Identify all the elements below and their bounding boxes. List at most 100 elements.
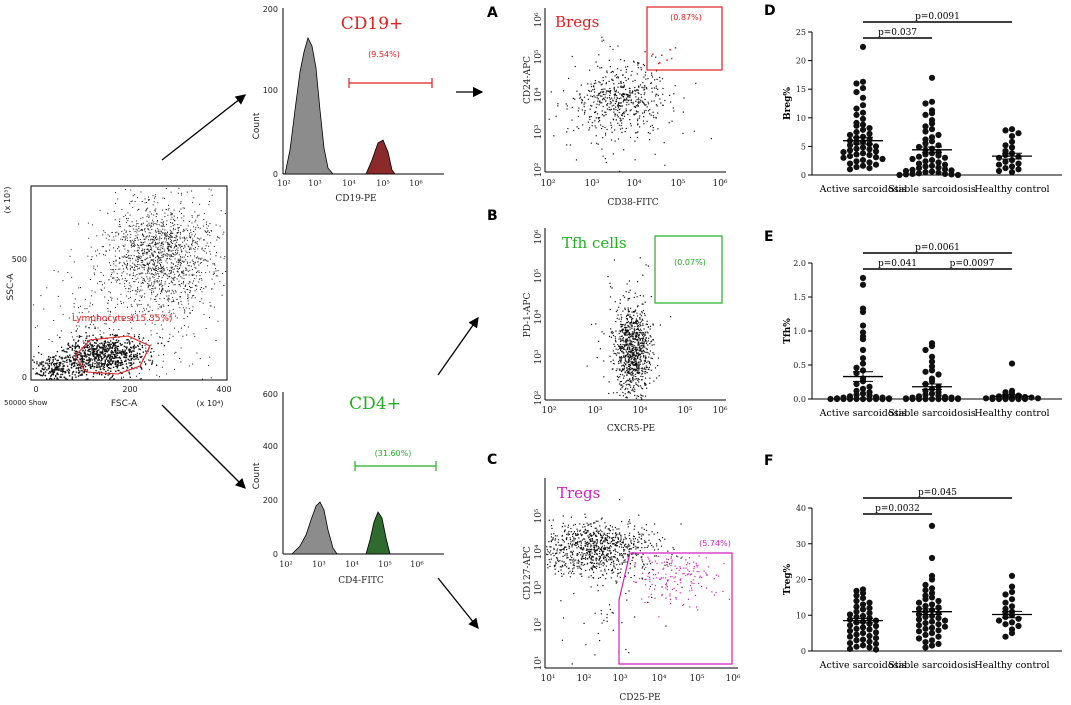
- event-dot: [118, 329, 120, 330]
- event-dot: [70, 332, 72, 333]
- event-dot: [145, 364, 146, 366]
- event-dot: [137, 261, 138, 263]
- event-dot: [641, 370, 644, 372]
- event-dot: [135, 278, 137, 280]
- event-dot: [95, 366, 98, 369]
- event-dot: [98, 349, 100, 351]
- event-dot: [104, 323, 106, 325]
- event-dot: [598, 117, 601, 119]
- event-dot: [612, 536, 615, 538]
- event-dot: [591, 568, 593, 570]
- event-dot: [105, 347, 107, 349]
- event-dot: [639, 332, 641, 334]
- event-dot: [597, 93, 600, 95]
- event-dot: [197, 256, 199, 258]
- event-dot: [100, 362, 102, 364]
- event-dot: [167, 242, 169, 244]
- event-dot: [620, 85, 622, 87]
- event-dot: [119, 218, 121, 220]
- event-dot: [591, 566, 593, 568]
- event-dot: [188, 252, 190, 253]
- event-dot: [611, 105, 613, 107]
- event-dot: [142, 248, 144, 250]
- event-dot: [191, 274, 193, 276]
- event-dot: [111, 333, 114, 336]
- event-dot: [199, 288, 201, 290]
- event-dot: [138, 348, 140, 350]
- event-dot: [143, 361, 145, 363]
- event-dot: [612, 368, 614, 370]
- event-dot: [189, 235, 191, 237]
- event-dot: [634, 89, 636, 91]
- event-dot: [624, 359, 626, 361]
- event-dot: [575, 533, 577, 535]
- event-dot: [207, 260, 209, 262]
- event-dot: [160, 265, 162, 267]
- event-dot: [152, 256, 154, 257]
- arrow-gating-to-cd4: [161, 404, 246, 489]
- event-dot: [191, 190, 193, 192]
- event-dot: [166, 267, 168, 269]
- event-dot: [668, 122, 670, 124]
- event-dot: [169, 316, 171, 318]
- event-dot: [217, 270, 219, 272]
- event-dot: [134, 244, 136, 246]
- event-dot: [122, 363, 124, 366]
- event-dot: [185, 228, 187, 230]
- event-dot: [177, 229, 179, 231]
- event-dot: [638, 85, 640, 87]
- event-dot: [547, 551, 549, 553]
- event-dot: [638, 533, 640, 535]
- event-dot: [633, 106, 635, 108]
- event-dot: [553, 533, 555, 535]
- event-dot: [573, 129, 575, 132]
- event-dot: [158, 304, 160, 305]
- event-dot: [640, 359, 642, 361]
- cd4-ytick-600: 600: [263, 390, 278, 399]
- event-dot: [88, 237, 90, 239]
- event-dot: [642, 303, 644, 305]
- event-dot: [162, 243, 164, 245]
- event-dot: [162, 221, 164, 223]
- event-dot: [662, 93, 664, 95]
- event-dot: [643, 103, 645, 105]
- event-dot: [167, 298, 169, 300]
- event-dot: [109, 244, 111, 246]
- event-dot: [592, 566, 594, 568]
- event-dot: [578, 107, 580, 109]
- event-dot: [65, 357, 67, 359]
- event-dot: [627, 309, 629, 311]
- event-dot: [185, 269, 187, 271]
- event-dot: [115, 361, 117, 364]
- event-dot: [123, 262, 125, 264]
- event-dot: [177, 224, 179, 225]
- event-dot: [130, 364, 132, 367]
- event-dot: [615, 535, 617, 537]
- event-dot: [206, 252, 207, 254]
- event-dot: [174, 246, 176, 248]
- event-dot: [114, 362, 116, 364]
- event-dot: [181, 217, 183, 219]
- event-dot: [633, 61, 635, 63]
- event-dot: [590, 95, 592, 97]
- event-dot: [122, 367, 124, 369]
- event-dot: [198, 246, 200, 247]
- event-dot: [117, 349, 119, 352]
- event-dot: [87, 344, 89, 346]
- event-dot: [41, 361, 43, 363]
- event-dot: [644, 358, 646, 360]
- event-dot: [176, 245, 177, 247]
- event-dot: [120, 344, 122, 346]
- event-dot: [165, 239, 167, 241]
- event-dot: [600, 91, 602, 93]
- tregs-scatter-panel: C Tregs (5.74%) CD127-APC CD25-PE 10¹ 10…: [487, 452, 741, 703]
- event-dot: [577, 110, 579, 112]
- event-dot: [128, 298, 130, 299]
- event-dot: [616, 541, 619, 543]
- event-dot: [596, 565, 598, 567]
- event-dot: [596, 545, 598, 547]
- event-dot: [173, 279, 175, 281]
- event-dot: [623, 352, 625, 354]
- event-dot: [655, 93, 657, 95]
